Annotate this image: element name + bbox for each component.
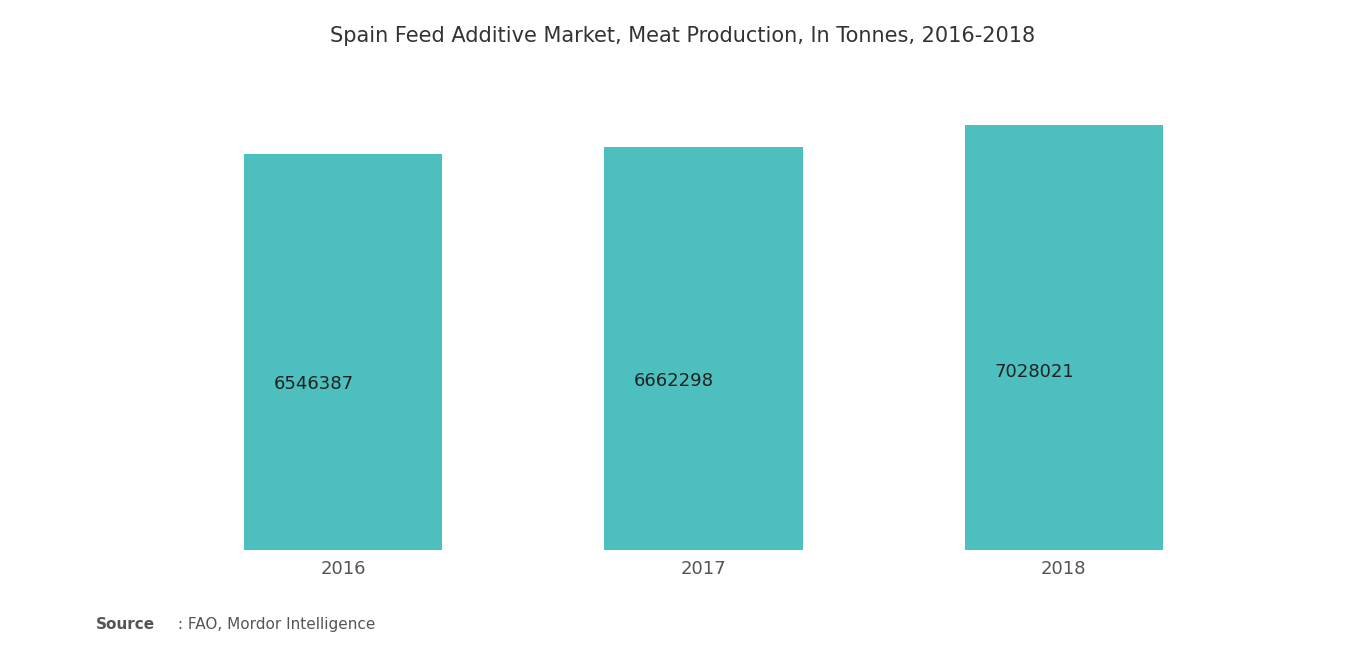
Bar: [245, 155, 443, 550]
Bar: [964, 125, 1162, 550]
Text: 6662298: 6662298: [634, 372, 714, 390]
Text: 7028021: 7028021: [994, 363, 1074, 381]
Text: Source: Source: [96, 617, 154, 632]
Text: Spain Feed Additive Market, Meat Production, In Tonnes, 2016-2018: Spain Feed Additive Market, Meat Product…: [331, 26, 1035, 47]
Text: : FAO, Mordor Intelligence: : FAO, Mordor Intelligence: [173, 617, 376, 632]
Text: 6546387: 6546387: [275, 375, 354, 393]
Bar: [605, 147, 803, 550]
